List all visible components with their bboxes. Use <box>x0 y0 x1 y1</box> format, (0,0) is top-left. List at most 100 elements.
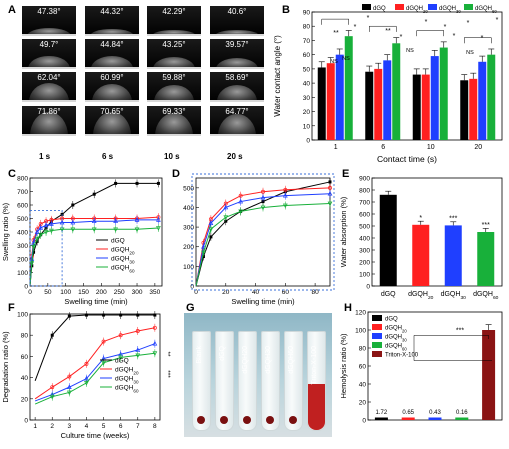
y-tick-label: 20 <box>303 109 311 116</box>
significance-mark: *** <box>456 328 464 335</box>
x-axis-label: Swelling time (min) <box>231 297 295 306</box>
data-point <box>327 201 333 207</box>
droplet-baseline <box>147 67 201 69</box>
chart-e-water-absorption: 0 100 200 300 400 500 600 700 800 900 dGQ * dGQH20 **… <box>339 176 503 301</box>
series-line <box>34 352 155 405</box>
y-tick-label: 500 <box>359 224 370 231</box>
bar <box>412 74 421 140</box>
droplet-image: 70.65° <box>85 106 139 136</box>
data-point <box>71 203 75 207</box>
droplet-baseline <box>210 134 264 136</box>
data-point <box>84 361 89 366</box>
data-label: 0.16 <box>456 410 468 416</box>
x-tick-label: 0 <box>194 289 198 296</box>
contact-angle-value: 42.29° <box>162 7 186 16</box>
droplet-dome <box>29 83 69 102</box>
data-point <box>34 229 40 234</box>
bar <box>344 36 353 140</box>
data-point <box>134 217 140 222</box>
droplet-dome <box>217 85 257 102</box>
data-label: 1.72 <box>376 410 388 416</box>
x-tick-label: 60 <box>282 289 290 296</box>
droplet-dome <box>93 112 131 136</box>
droplet-image: 44.32° <box>85 6 139 36</box>
data-point <box>156 181 160 185</box>
significance-mark: * <box>453 33 456 40</box>
data-point <box>328 185 332 190</box>
y-axis-label: Water absorption (%) <box>339 196 348 267</box>
y-tick-label: 200 <box>183 244 194 251</box>
data-label: 0.43 <box>429 410 441 416</box>
x-tick-label: 1 <box>334 144 338 151</box>
y-axis-label: Water contact angle (°) <box>273 35 282 117</box>
chart-f-degradation: 0 20 40 60 80 100 1 2 3 4 5 6 7 8 Degradation ratio (%… <box>1 311 171 440</box>
droplet-baseline <box>147 100 201 102</box>
y-tick-label: 30 <box>303 95 311 102</box>
contact-angle-value: 71.86° <box>37 107 61 116</box>
legend-label: dGQH30 <box>439 6 461 14</box>
y-tick-label: 600 <box>17 203 28 210</box>
data-point <box>101 339 106 344</box>
series-line <box>34 314 155 381</box>
panel-label-d: D <box>172 168 180 180</box>
bar <box>365 71 374 140</box>
x-tick-label: 100 <box>60 289 71 296</box>
y-tick-label: 0 <box>24 418 28 425</box>
droplet-dome <box>91 56 133 69</box>
y-tick-label: 200 <box>17 257 28 264</box>
droplet-dome <box>92 83 132 102</box>
data-point <box>201 243 206 249</box>
droplet-dome <box>216 57 258 69</box>
test-tube: dGQ <box>215 331 234 431</box>
lysed-blood <box>308 384 325 430</box>
contact-angle-value: 49.7° <box>39 40 59 49</box>
significance-mark: * <box>496 17 499 24</box>
rbc-pellet <box>289 416 297 424</box>
significance-mark: *** <box>449 216 457 223</box>
droplet-baseline <box>85 134 139 136</box>
significance-mark: * <box>467 20 470 27</box>
legend-label: dGQ <box>373 6 386 12</box>
legend-swatch <box>395 4 404 10</box>
y-tick-label: 0 <box>362 418 366 425</box>
sig-bracket <box>414 335 489 339</box>
sig-bracket <box>416 30 444 37</box>
data-point <box>32 250 36 254</box>
droplet-dome <box>28 55 70 69</box>
droplet-baseline <box>22 34 76 36</box>
droplet-dome <box>154 84 194 102</box>
panel-a-droplet-grid: 47.38° 44.32° 42.29° 40.6° 49.7° 44.84° 43.25°… <box>0 0 270 168</box>
data-point <box>238 209 244 215</box>
series-line <box>195 203 331 287</box>
tube-label: dGQH60 <box>288 346 295 374</box>
series-line <box>195 187 331 287</box>
series-line <box>195 193 331 287</box>
bar <box>444 225 462 286</box>
x-tick-label: 10 <box>427 144 435 151</box>
y-tick-label: 60 <box>21 354 29 361</box>
x-tick-label: dGQH60 <box>473 291 499 301</box>
panel-label-c: C <box>8 168 16 180</box>
contact-angle-value: 59.88° <box>162 73 186 82</box>
data-point <box>29 261 35 266</box>
x-tick-label: 40 <box>252 289 260 296</box>
y-tick-label: 700 <box>359 200 370 207</box>
x-tick-label: 150 <box>78 289 89 296</box>
bar <box>430 56 439 140</box>
panel-label-a: A <box>8 4 16 16</box>
x-tick-label: 250 <box>114 289 125 296</box>
droplet-image: 43.25° <box>147 39 201 69</box>
droplet-baseline <box>22 100 76 102</box>
legend-label: dGQH30 <box>115 376 139 385</box>
data-point <box>134 227 140 233</box>
legend-swatch <box>372 342 382 348</box>
contact-angle-value: 39.57° <box>225 40 249 49</box>
bar <box>412 224 430 286</box>
bar <box>469 78 478 140</box>
sig-bracket <box>321 18 349 25</box>
y-tick-label: 0 <box>366 284 370 291</box>
x-tick-label: 2 <box>50 423 54 430</box>
bar <box>374 417 388 420</box>
tube-label: Triton-X-100 <box>311 346 318 385</box>
zoom-region-box <box>29 209 63 287</box>
